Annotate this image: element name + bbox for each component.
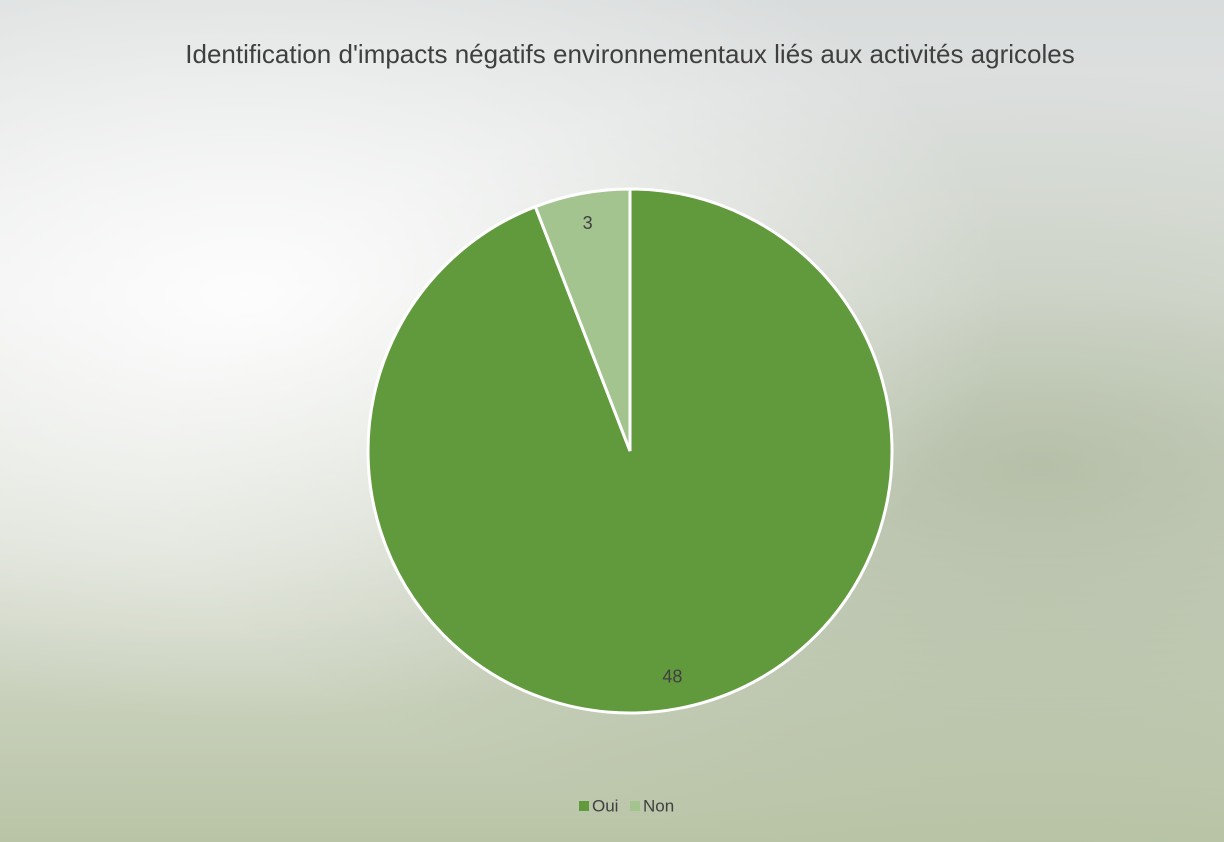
chart-area: Identification d'impacts négatifs enviro…	[0, 0, 1224, 842]
legend-swatch	[630, 801, 640, 811]
data-label: 48	[662, 666, 682, 686]
data-label: 3	[583, 213, 593, 233]
legend-swatch	[579, 801, 589, 811]
legend-label: Non	[643, 796, 674, 815]
legend-label: Oui	[592, 796, 618, 815]
chart: 48 3 Oui Non	[0, 0, 1224, 842]
